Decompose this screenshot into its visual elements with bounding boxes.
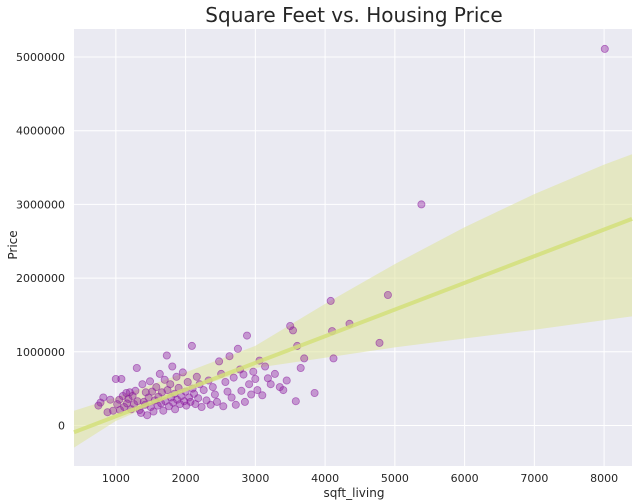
scatter-point bbox=[183, 377, 192, 386]
scatter-point bbox=[152, 383, 161, 392]
scatter-point bbox=[326, 296, 335, 305]
y-tick-label: 1000000 bbox=[16, 346, 65, 359]
scatter-point bbox=[261, 362, 270, 371]
scatter-point bbox=[199, 386, 208, 395]
scatter-point bbox=[251, 374, 260, 383]
scatter-point bbox=[231, 400, 240, 409]
scatter-point bbox=[212, 397, 221, 406]
scatter-point bbox=[240, 397, 249, 406]
scatter-point bbox=[171, 405, 180, 414]
scatter-point bbox=[286, 321, 295, 330]
scatter-point bbox=[133, 397, 142, 406]
y-tick-label: 0 bbox=[58, 419, 65, 432]
scatter-point bbox=[221, 377, 230, 386]
scatter-point bbox=[172, 372, 181, 381]
scatter-point bbox=[227, 393, 236, 402]
scatter-point bbox=[162, 351, 171, 360]
scatter-point bbox=[225, 352, 234, 361]
scatter-point bbox=[282, 376, 291, 385]
scatter-point bbox=[106, 395, 115, 404]
x-tick-label: 4000 bbox=[311, 472, 339, 485]
scatter-point bbox=[247, 390, 256, 399]
scatter-point bbox=[600, 44, 609, 53]
x-axis-label: sqft_living bbox=[324, 486, 385, 500]
y-tick-label: 4000000 bbox=[16, 125, 65, 138]
x-tick-labels: 1000 2000 3000 4000 5000 6000 7000 8000 bbox=[102, 472, 618, 485]
y-tick-labels: 0 1000000 2000000 3000000 4000000 5000000 bbox=[16, 51, 65, 432]
scatter-point bbox=[155, 369, 164, 378]
scatter-point bbox=[186, 397, 195, 406]
scatter-point bbox=[178, 368, 187, 377]
scatter-point bbox=[149, 407, 158, 416]
scatter-point bbox=[375, 338, 384, 347]
scatter-point bbox=[279, 386, 288, 395]
scatter-point bbox=[417, 200, 426, 209]
scatter-point bbox=[210, 390, 219, 399]
x-tick-label: 8000 bbox=[590, 472, 618, 485]
scatter-point bbox=[219, 402, 228, 411]
y-tick-label: 3000000 bbox=[16, 198, 65, 211]
scatter-point bbox=[245, 380, 254, 389]
scatter-point bbox=[291, 397, 300, 406]
regression-line bbox=[73, 216, 633, 435]
scatter-point bbox=[111, 374, 120, 383]
scatter-point bbox=[194, 394, 203, 403]
y-tick-label: 5000000 bbox=[16, 51, 65, 64]
scatter-point bbox=[223, 387, 232, 396]
scatter-point bbox=[258, 391, 267, 400]
scatter-point bbox=[288, 326, 297, 335]
confidence-band bbox=[74, 154, 632, 448]
scatter-point bbox=[160, 375, 169, 384]
x-tick-label: 3000 bbox=[241, 472, 269, 485]
scatter-point bbox=[296, 363, 305, 372]
scatter-point bbox=[266, 380, 275, 389]
scatter-point bbox=[197, 402, 206, 411]
scatter-point bbox=[249, 367, 258, 376]
x-tick-label: 7000 bbox=[520, 472, 548, 485]
scatter-point bbox=[175, 400, 184, 409]
scatter-point bbox=[138, 380, 147, 389]
scatter-point bbox=[132, 363, 141, 372]
scatter-point bbox=[208, 383, 217, 392]
scatter-point bbox=[229, 373, 238, 382]
scatter-point bbox=[215, 357, 224, 366]
scatter-point bbox=[159, 406, 168, 415]
scatter-point bbox=[166, 380, 175, 389]
scatter-point bbox=[300, 354, 309, 363]
scatter-point bbox=[117, 374, 126, 383]
scatter-point bbox=[99, 393, 108, 402]
scatter-point bbox=[242, 331, 251, 340]
y-tick-label: 2000000 bbox=[16, 272, 65, 285]
scatter-point bbox=[237, 386, 246, 395]
x-tick-label: 5000 bbox=[381, 472, 409, 485]
x-tick-label: 1000 bbox=[102, 472, 130, 485]
x-tick-label: 6000 bbox=[451, 472, 479, 485]
scatter-point bbox=[145, 377, 154, 386]
scatter-point bbox=[253, 386, 262, 395]
scatter-point bbox=[329, 354, 338, 363]
scatter-point bbox=[187, 341, 196, 350]
scatter-point bbox=[131, 386, 140, 395]
y-axis-label: Price bbox=[6, 230, 20, 259]
chart-title: Square Feet vs. Housing Price bbox=[205, 3, 502, 27]
scatter-point bbox=[143, 411, 152, 420]
scatter-point bbox=[310, 388, 319, 397]
scatter-point bbox=[109, 406, 118, 415]
scatter-point bbox=[383, 290, 392, 299]
x-tick-label: 2000 bbox=[172, 472, 200, 485]
scatter-point bbox=[192, 372, 201, 381]
scatter-point bbox=[239, 370, 248, 379]
scatter-point bbox=[270, 369, 279, 378]
scatter-point bbox=[233, 344, 242, 353]
scatter-point bbox=[168, 362, 177, 371]
